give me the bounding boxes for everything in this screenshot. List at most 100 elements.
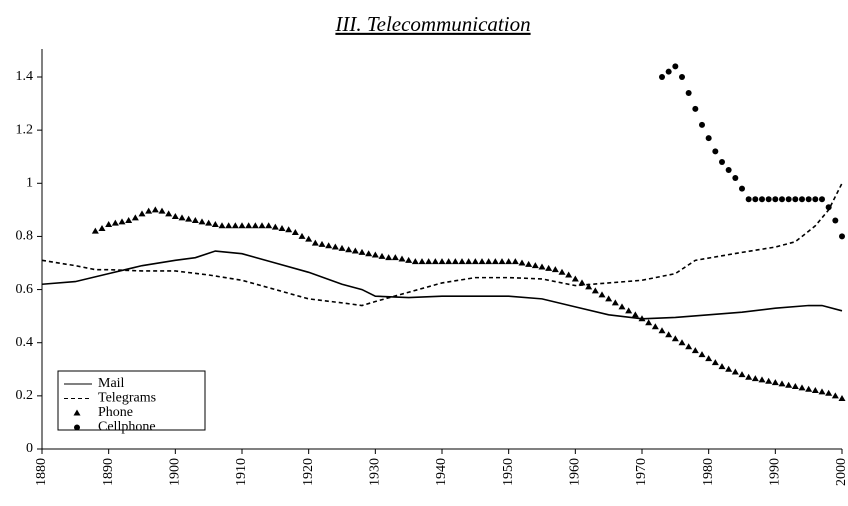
y-tick-label: 0 <box>26 441 33 456</box>
series-point <box>325 242 333 249</box>
series-point <box>305 235 313 242</box>
legend-label: Mail <box>98 376 125 391</box>
series-point <box>338 244 346 251</box>
series-point <box>411 258 419 265</box>
series-point <box>351 247 359 254</box>
series-point <box>799 196 805 203</box>
series-point <box>218 222 226 229</box>
series-point <box>211 220 219 227</box>
series-point <box>545 264 553 271</box>
y-tick-label: 0.6 <box>16 282 34 297</box>
x-tick-label: 2000 <box>834 458 848 486</box>
series-point <box>772 196 779 203</box>
series-point <box>738 371 746 378</box>
series-point <box>478 258 486 265</box>
series-point <box>585 283 593 290</box>
series-point <box>385 254 393 261</box>
series-point <box>672 63 679 70</box>
series-point <box>625 307 633 314</box>
series-point <box>719 159 725 166</box>
series-point <box>718 363 726 370</box>
series-point <box>265 222 273 229</box>
series-point <box>165 210 173 217</box>
series-point <box>712 148 719 155</box>
chart-title: III. Telecommunication <box>334 12 530 36</box>
legend-label: Cellphone <box>98 420 156 435</box>
series-point <box>725 365 733 372</box>
series-point <box>178 214 186 221</box>
series-point <box>805 196 812 203</box>
series-point <box>779 196 785 203</box>
series-point <box>618 303 626 310</box>
series-point <box>551 266 559 273</box>
series-point <box>765 377 773 384</box>
series-point <box>685 343 693 350</box>
series-point <box>491 258 499 265</box>
series-point <box>759 196 765 203</box>
x-tick-label: 1890 <box>101 458 116 486</box>
series-point <box>812 196 819 203</box>
series-point <box>125 216 133 223</box>
legend-box <box>57 370 206 431</box>
series-point <box>558 268 566 275</box>
series-line <box>41 250 843 320</box>
series-point <box>651 323 659 330</box>
series-point <box>391 254 399 261</box>
series-point <box>571 275 579 282</box>
series-point <box>705 135 712 142</box>
series-point <box>631 311 639 318</box>
series-point <box>531 262 539 269</box>
series-point <box>732 174 739 181</box>
series-point <box>365 250 373 257</box>
series-point <box>458 258 466 265</box>
series-point <box>699 121 705 128</box>
y-tick-label: 0.4 <box>16 335 34 350</box>
series-point <box>711 359 719 366</box>
series-point <box>371 251 379 258</box>
series-point <box>471 258 479 265</box>
series-point <box>445 258 453 265</box>
series-point <box>318 240 326 247</box>
series-point <box>438 258 446 265</box>
series-point <box>785 381 793 388</box>
series-point <box>725 167 732 173</box>
series-point <box>405 256 413 263</box>
y-tick-label: 1.2 <box>16 122 34 137</box>
series-point <box>258 222 266 229</box>
series-point <box>692 105 699 112</box>
x-tick-label: 1880 <box>34 458 49 486</box>
series-point <box>665 68 672 75</box>
series-point <box>425 258 433 265</box>
series-point <box>111 219 119 226</box>
x-tick-label: 1990 <box>768 458 783 486</box>
series-point <box>611 299 619 306</box>
series-point <box>658 327 666 334</box>
series-point <box>98 224 106 231</box>
series-line <box>41 182 843 307</box>
series-point <box>278 224 286 231</box>
series-point <box>191 216 199 223</box>
series-point <box>758 376 766 383</box>
series-point <box>465 258 473 265</box>
series-point <box>805 385 813 392</box>
series-point <box>171 213 179 219</box>
series-point <box>605 295 613 302</box>
series-point <box>185 215 193 222</box>
series-point <box>511 258 519 265</box>
series-point <box>771 379 779 386</box>
x-tick-label: 1950 <box>501 458 516 486</box>
series-point <box>825 204 832 211</box>
series-point <box>91 227 99 234</box>
legend-label: Phone <box>98 405 133 420</box>
series-point <box>691 347 699 354</box>
series-point <box>685 89 692 96</box>
series-point <box>538 263 546 270</box>
series-point <box>792 196 799 203</box>
series-point <box>131 214 139 221</box>
series-point <box>838 395 846 402</box>
series-point <box>285 226 293 233</box>
series-point <box>105 220 113 227</box>
series-point <box>832 217 839 224</box>
